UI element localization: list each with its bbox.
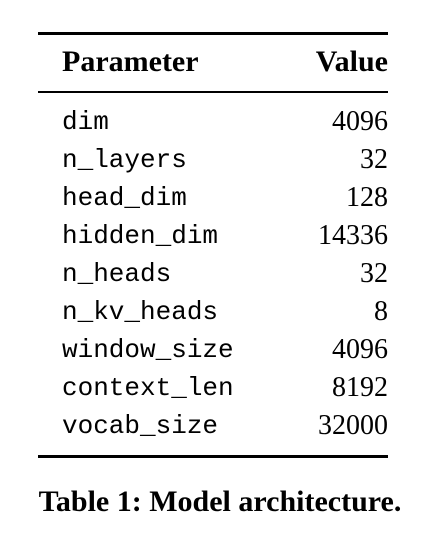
table-row: head_dim 128 [38, 180, 388, 218]
header-value: Value [315, 45, 388, 78]
value-cell: 8 [374, 296, 388, 327]
table-caption: Table 1: Model architecture. [38, 485, 402, 518]
table-row: context_len 8192 [38, 370, 388, 408]
table-row: n_kv_heads 8 [38, 294, 388, 332]
header-parameter: Parameter [62, 45, 199, 78]
parameter-cell: n_layers [62, 145, 187, 175]
table-row: n_layers 32 [38, 142, 388, 180]
table-body: dim 4096 n_layers 32 head_dim 128 hidden_dim 14… [38, 92, 388, 457]
table-row: vocab_size 32000 [38, 408, 388, 457]
architecture-table-container: Parameter Value dim 4096 n_layers 32 head_di… [38, 32, 388, 459]
value-cell: 8192 [332, 372, 388, 403]
value-cell: 32 [360, 258, 388, 289]
value-cell: 14336 [318, 220, 388, 251]
parameter-cell: hidden_dim [62, 221, 219, 251]
architecture-table: Parameter Value dim 4096 n_layers 32 head_di… [38, 32, 388, 459]
parameter-cell: head_dim [62, 183, 187, 213]
parameter-cell: vocab_size [62, 411, 219, 441]
parameter-cell: window_size [62, 335, 234, 365]
value-cell: 128 [346, 182, 388, 213]
table-header-row: Parameter Value [38, 33, 388, 93]
parameter-cell: n_heads [62, 259, 172, 289]
parameter-cell: context_len [62, 373, 234, 403]
value-cell: 32 [360, 144, 388, 175]
value-cell: 4096 [332, 334, 388, 365]
table-row: window_size 4096 [38, 332, 388, 370]
value-cell: 4096 [332, 106, 388, 137]
value-cell: 32000 [318, 410, 388, 441]
table-row: dim 4096 [38, 92, 388, 142]
table-bottom-rule [38, 456, 388, 459]
table-row: n_heads 32 [38, 256, 388, 294]
parameter-cell: dim [62, 107, 109, 137]
parameter-cell: n_kv_heads [62, 297, 219, 327]
table-row: hidden_dim 14336 [38, 218, 388, 256]
